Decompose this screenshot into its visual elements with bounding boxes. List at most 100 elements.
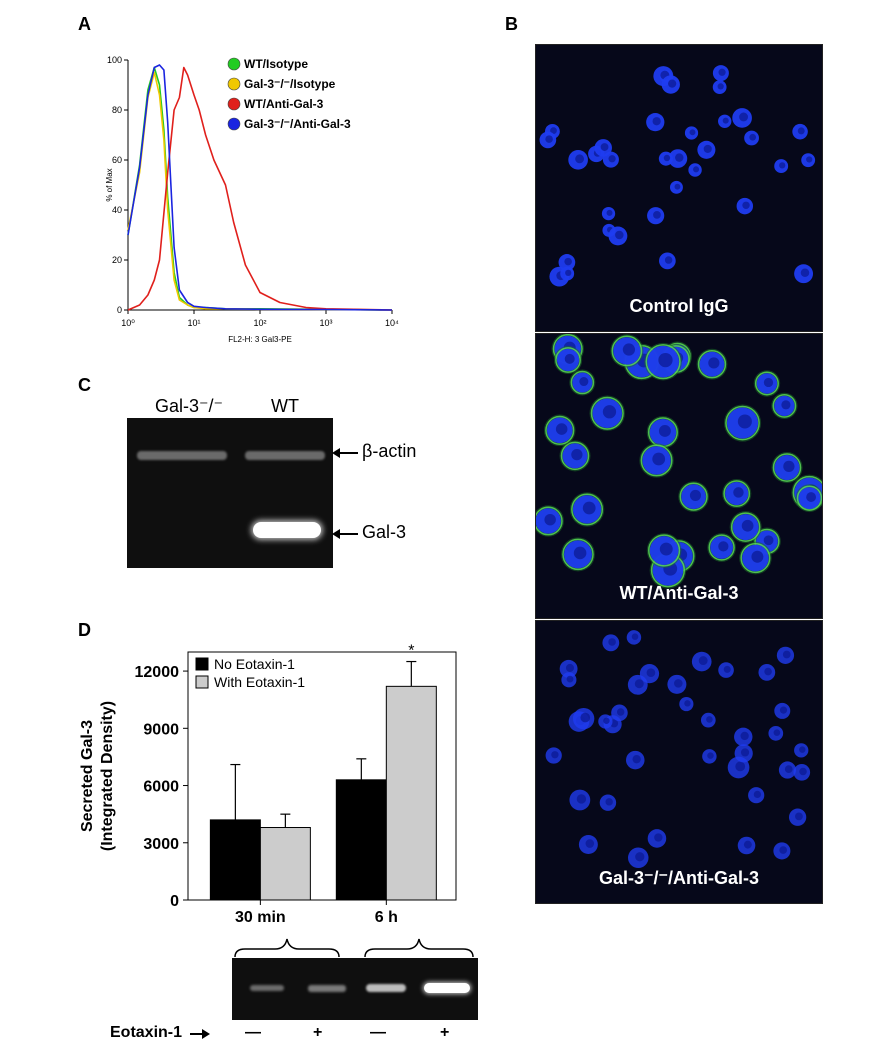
legend-label: Gal-3⁻/⁻/Anti-Gal-3 — [244, 117, 351, 131]
nucleus-inner — [799, 746, 806, 753]
cell-gal3-stain — [772, 453, 802, 482]
lane-sign-3: — — [370, 1024, 386, 1041]
blot-band-2 — [308, 985, 346, 992]
micrograph-wt-anti-gal3: WT/Anti-Gal-3 — [535, 333, 823, 619]
y-tick-label: 0 — [170, 893, 179, 910]
panel-b-label: B — [505, 14, 518, 34]
x-tick-label: 10⁴ — [385, 318, 399, 328]
cell-gal3-stain — [697, 350, 727, 379]
eotaxin-arrow — [190, 1029, 210, 1039]
blot-band-3 — [366, 984, 406, 992]
bar — [209, 819, 261, 901]
eotaxin-row-label: Eotaxin-1 — [110, 1024, 183, 1041]
nucleus-inner — [718, 68, 726, 76]
lane-sign-4: + — [440, 1024, 450, 1041]
nucleus-inner — [615, 230, 624, 240]
nucleus-inner — [784, 765, 793, 774]
nucleus-inner — [576, 794, 587, 804]
nucleus-inner — [722, 117, 729, 124]
nucleus-inner — [693, 166, 700, 173]
cell-gal3-stain — [708, 534, 735, 561]
nucleus-inner — [608, 638, 616, 646]
legend-swatch — [195, 675, 209, 689]
nucleus-inner — [600, 143, 609, 151]
series-line — [127, 66, 393, 311]
y-axis-label: % of Max — [105, 168, 114, 201]
nucleus-inner — [606, 209, 613, 216]
nucleus-inner — [674, 183, 681, 190]
legend-marker — [227, 117, 241, 131]
x-axis-label: FL2-H: 3 Gal3-PE — [228, 335, 292, 344]
nucleus-inner — [707, 752, 714, 759]
bar — [385, 685, 437, 901]
gal3-band-wt — [253, 522, 321, 538]
lane-sign-2: + — [313, 1024, 323, 1041]
nucleus-inner — [800, 268, 810, 278]
panel-a-histogram: 0 20 40 60 80 100 10⁰ 10¹ 10² 10³ 10⁴ FL2-H: 3 Gal3… — [105, 55, 399, 344]
secreted-gal3-blot — [232, 958, 478, 1020]
y-tick-label: 6000 — [143, 779, 179, 796]
nucleus-inner — [737, 414, 752, 429]
nucleus-inner — [742, 201, 750, 209]
nucleus-inner — [733, 487, 744, 498]
nucleus-inner — [608, 155, 616, 163]
band-label-beta-actin: β-actin — [362, 441, 417, 461]
band-arrows — [332, 448, 358, 539]
nucleus-inner — [674, 679, 683, 688]
panel-c-label: C — [78, 375, 91, 395]
nucleus-inner — [689, 489, 702, 501]
nucleus-inner — [575, 154, 585, 164]
panel-a-label: A — [78, 14, 91, 34]
nucleus-inner — [703, 144, 712, 153]
y-tick-label: 3000 — [143, 836, 179, 853]
legend-label: WT/Anti-Gal-3 — [244, 97, 324, 111]
legend-swatch — [195, 657, 209, 671]
micrograph-caption: Gal-3⁻/⁻/Anti-Gal-3 — [598, 868, 760, 888]
cell-gal3-stain — [645, 344, 681, 380]
y-tick-label: 80 — [112, 105, 122, 115]
legend-marker — [227, 57, 241, 71]
cell-layer — [539, 65, 816, 287]
nucleus-inner — [634, 679, 644, 689]
x-tick-label: 10³ — [319, 318, 332, 328]
nucleus-inner — [654, 833, 663, 842]
y-tick-label: 12000 — [135, 664, 180, 681]
lane-label-wt: WT — [271, 396, 299, 416]
significance-marker: * — [408, 643, 414, 660]
nucleus-inner — [743, 840, 752, 849]
micrograph-caption: WT/Anti-Gal-3 — [619, 583, 739, 603]
x-tick-label: 10¹ — [187, 318, 200, 328]
beta-actin-band-ko — [137, 451, 227, 460]
micrograph-control-igg: Control IgG — [535, 44, 823, 332]
nucleus-inner — [698, 656, 708, 666]
nucleus-inner — [741, 519, 754, 532]
cell-gal3-stain — [725, 405, 760, 441]
legend-label: Gal-3⁻/⁻/Isotype — [244, 77, 336, 91]
nucleus-inner — [631, 633, 639, 640]
cell-gal3-stain — [570, 370, 595, 395]
band-label-gal3: Gal-3 — [362, 522, 407, 542]
nucleus-inner — [663, 154, 671, 162]
legend-label: With Eotaxin-1 — [214, 674, 305, 690]
panel-d-bar-chart: 0 3000 6000 9000 12000 Secreted Gal-3 (Integra… — [79, 643, 457, 926]
nucleus-inner — [622, 343, 636, 356]
bar — [259, 827, 311, 901]
nucleus-inner — [779, 706, 788, 714]
nucleus-inner — [632, 754, 641, 764]
nucleus-inner — [739, 112, 749, 122]
cell-gal3-stain — [730, 512, 761, 542]
nucleus-inner — [616, 708, 625, 716]
cell-gal3-stain — [772, 393, 797, 418]
nucleus-inner — [550, 127, 557, 134]
nucleus-inner — [718, 541, 729, 552]
nucleus-inner — [580, 712, 591, 723]
y-tick-label: 60 — [112, 155, 122, 165]
cell-gal3-stain — [571, 493, 604, 526]
nucleus-inner — [782, 650, 791, 659]
y-tick-label: 40 — [112, 205, 122, 215]
nucleus-inner — [579, 377, 589, 387]
nucleus-inner — [779, 162, 786, 169]
x-tick-label: 30 min — [235, 909, 286, 926]
cell-gal3-stain — [754, 371, 779, 396]
nucleus-inner — [545, 135, 553, 143]
